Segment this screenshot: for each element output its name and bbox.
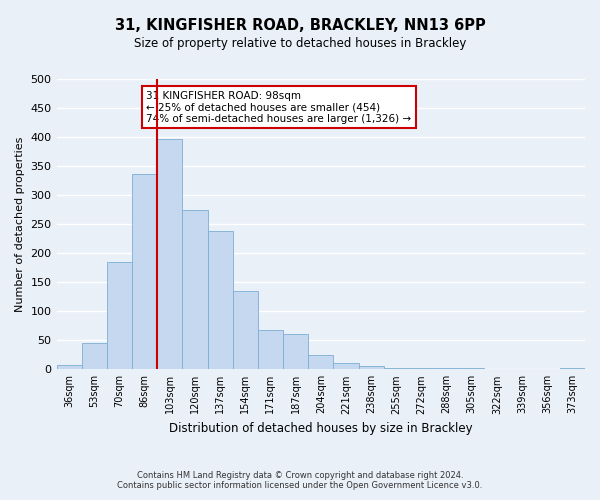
Bar	[56, 364, 82, 370]
Bar	[82, 342, 107, 369]
Bar	[383, 368, 409, 370]
Bar	[132, 174, 157, 370]
Text: 31, KINGFISHER ROAD, BRACKLEY, NN13 6PP: 31, KINGFISHER ROAD, BRACKLEY, NN13 6PP	[115, 18, 485, 32]
Y-axis label: Number of detached properties: Number of detached properties	[15, 136, 25, 312]
Bar	[308, 355, 334, 370]
Text: 31 KINGFISHER ROAD: 98sqm
← 25% of detached houses are smaller (454)
74% of semi: 31 KINGFISHER ROAD: 98sqm ← 25% of detac…	[146, 90, 412, 124]
Bar	[359, 366, 383, 370]
Bar	[258, 330, 283, 370]
X-axis label: Distribution of detached houses by size in Brackley: Distribution of detached houses by size …	[169, 422, 473, 435]
Bar	[283, 334, 308, 370]
Bar	[459, 368, 484, 370]
Bar	[208, 231, 233, 370]
Bar	[107, 262, 132, 370]
Bar	[182, 210, 208, 370]
Bar	[409, 368, 434, 370]
Bar	[334, 363, 359, 370]
Bar	[484, 368, 509, 370]
Bar	[233, 291, 258, 370]
Text: Size of property relative to detached houses in Brackley: Size of property relative to detached ho…	[134, 38, 466, 51]
Text: Contains HM Land Registry data © Crown copyright and database right 2024.
Contai: Contains HM Land Registry data © Crown c…	[118, 470, 482, 490]
Bar	[157, 140, 182, 370]
Bar	[560, 368, 585, 370]
Bar	[434, 368, 459, 370]
